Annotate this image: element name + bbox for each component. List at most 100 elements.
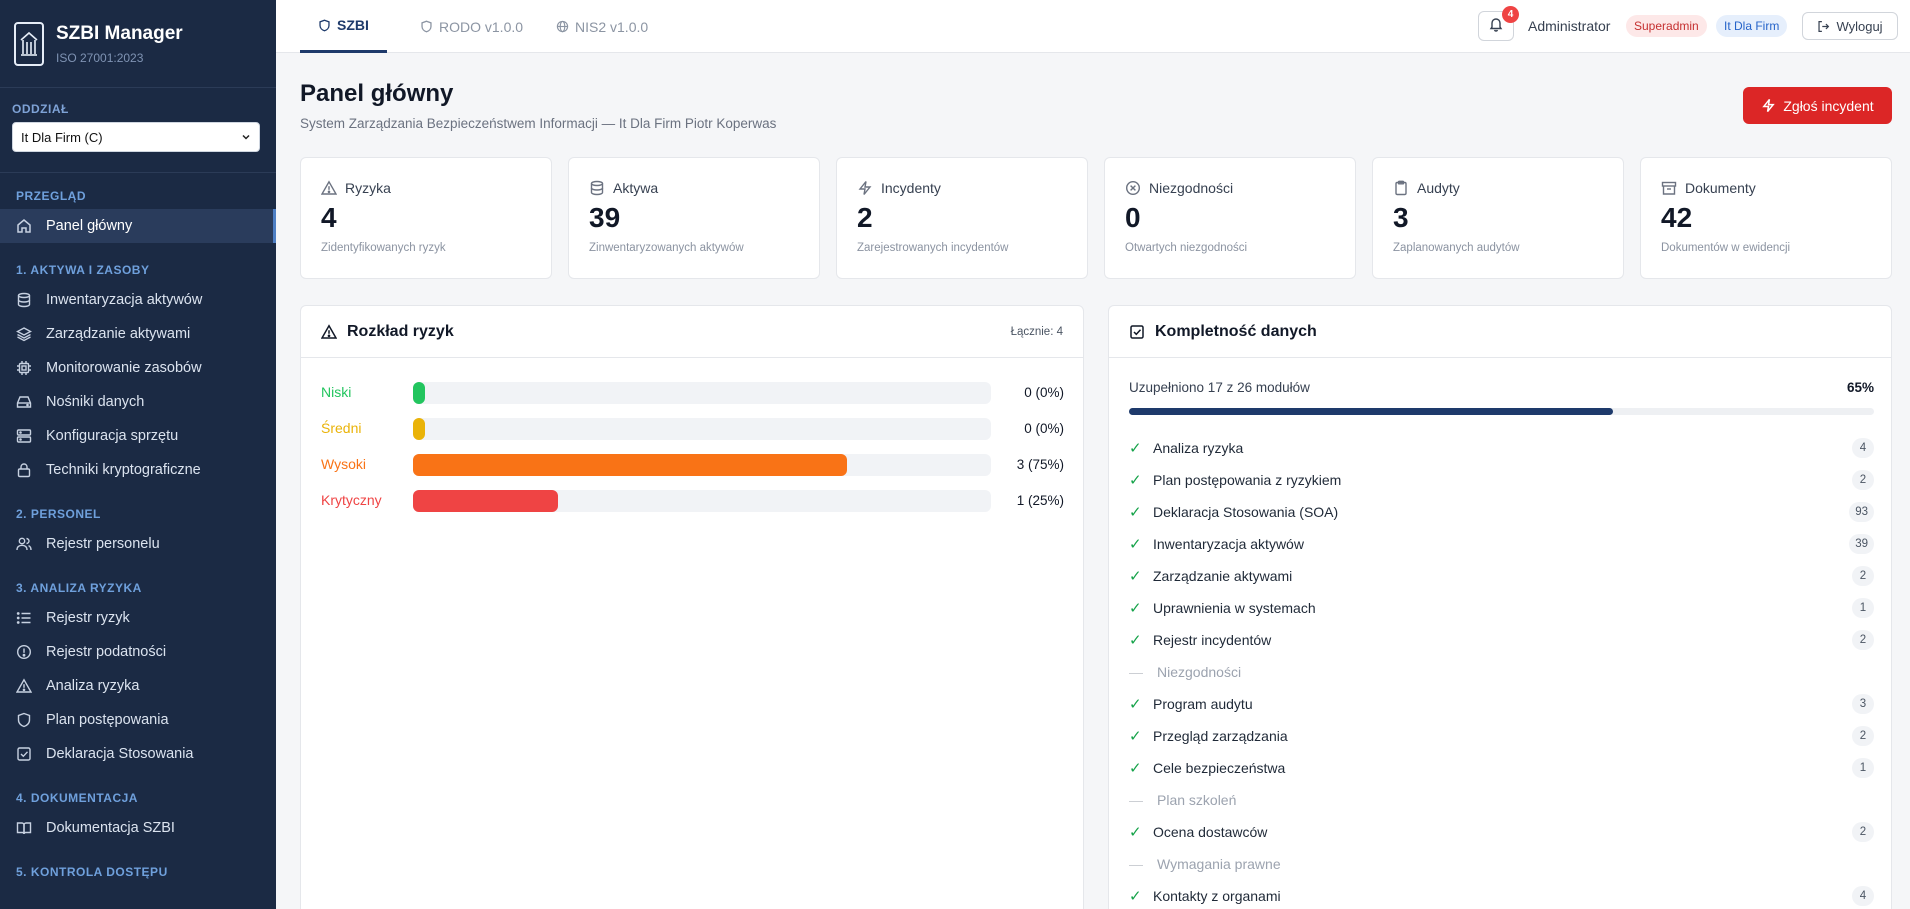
sidebar-item-cryptography[interactable]: Techniki kryptograficzne <box>0 453 276 487</box>
dash-icon: — <box>1129 856 1143 872</box>
completeness-item[interactable]: — Plan szkoleń <box>1129 788 1874 812</box>
completeness-item[interactable]: ✓ Ocena dostawców 2 <box>1129 820 1874 844</box>
hard-drive-icon <box>16 394 32 410</box>
completeness-percent: 65% <box>1846 380 1874 395</box>
report-incident-button[interactable]: Zgłoś incydent <box>1743 87 1892 124</box>
branch-picker: ODDZIAŁ It Dla Firm (C) <box>0 88 276 152</box>
panel-title: Kompletność danych <box>1155 322 1317 340</box>
dash-icon: — <box>1129 792 1143 808</box>
completeness-item-count: 93 <box>1849 502 1874 522</box>
sidebar-item-resource-monitoring[interactable]: Monitorowanie zasobów <box>0 351 276 385</box>
completeness-item[interactable]: ✓ Analiza ryzyka 4 <box>1129 436 1874 460</box>
completeness-item[interactable]: ✓ Uprawnienia w systemach 1 <box>1129 596 1874 620</box>
sidebar-item-risk-analysis[interactable]: Analiza ryzyka <box>0 669 276 703</box>
stat-description: Dokumentów w ewidencji <box>1661 242 1791 254</box>
completeness-summary-row: Uzupełniono 17 z 26 modułów 65% <box>1129 380 1874 395</box>
stat-card-incidents[interactable]: Incydenty 2 Zarejestrowanych incydentów <box>836 157 1088 279</box>
completeness-item[interactable]: ✓ Plan postępowania z ryzykiem 2 <box>1129 468 1874 492</box>
sidebar-item-label: Analiza ryzyka <box>46 678 140 694</box>
completeness-item[interactable]: ✓ Przegląd zarządzania 2 <box>1129 724 1874 748</box>
risk-row: Średni 0 (0%) <box>321 416 1064 440</box>
stat-value: 3 <box>1393 202 1409 233</box>
stat-card-audits[interactable]: Audyty 3 Zaplanowanych audytów <box>1372 157 1624 279</box>
completeness-item[interactable]: ✓ Deklaracja Stosowania (SOA) 93 <box>1129 500 1874 524</box>
completeness-item-label: Inwentaryzacja aktywów <box>1153 536 1304 552</box>
completeness-progress-track <box>1129 408 1874 415</box>
logout-button[interactable]: Wyloguj <box>1802 12 1898 40</box>
completeness-item[interactable]: ✓ Cele bezpieczeństwa 1 <box>1129 756 1874 780</box>
tab-szbi[interactable]: SZBI <box>300 0 387 53</box>
stat-card-assets[interactable]: Aktywa 39 Zinwentaryzowanych aktywów <box>568 157 820 279</box>
check-icon: ✓ <box>1129 440 1142 457</box>
tab-nis2[interactable]: NIS2 v1.0.0 <box>546 0 658 53</box>
risk-bar-track <box>413 418 991 440</box>
sidebar-item-treatment-plan[interactable]: Plan postępowania <box>0 703 276 737</box>
check-icon: ✓ <box>1129 696 1142 713</box>
risk-bar-fill <box>413 418 425 440</box>
notification-count-badge: 4 <box>1502 6 1519 23</box>
sidebar-item-vulnerability-register[interactable]: Rejestr podatności <box>0 635 276 669</box>
stat-card-nonconformities[interactable]: Niezgodności 0 Otwartych niezgodności <box>1104 157 1356 279</box>
completeness-item[interactable]: ✓ Program audytu 3 <box>1129 692 1874 716</box>
sidebar-item-dashboard[interactable]: Panel główny <box>0 209 276 243</box>
tab-label: NIS2 v1.0.0 <box>575 18 649 35</box>
check-icon: ✓ <box>1129 760 1142 777</box>
completeness-item-label: Wymagania prawne <box>1157 856 1281 872</box>
sidebar-item-label: Zarządzanie aktywami <box>46 326 191 342</box>
sidebar-item-hardware-config[interactable]: Konfiguracja sprzętu <box>0 419 276 453</box>
warning-triangle-icon <box>321 180 337 196</box>
stat-card-documents[interactable]: Dokumenty 42 Dokumentów w ewidencji <box>1640 157 1892 279</box>
completeness-item-count: 2 <box>1852 566 1874 586</box>
tab-rodo[interactable]: RODO v1.0.0 <box>410 0 533 53</box>
panel-header: Kompletność danych <box>1109 306 1891 358</box>
user-name: Administrator <box>1528 18 1611 34</box>
stat-label: Audyty <box>1417 180 1460 196</box>
check-icon: ✓ <box>1129 632 1142 649</box>
branch-selected-value: It Dla Firm (C) <box>21 129 103 145</box>
completeness-item[interactable]: ✓ Zarządzanie aktywami 2 <box>1129 564 1874 588</box>
shield-icon <box>420 20 433 33</box>
zap-icon <box>857 180 873 196</box>
alert-circle-icon <box>16 644 32 660</box>
risk-level-value: 0 (0%) <box>1024 384 1064 400</box>
risk-row: Niski 0 (0%) <box>321 380 1064 404</box>
stat-description: Zidentyfikowanych ryzyk <box>321 242 446 254</box>
logout-label: Wyloguj <box>1836 18 1883 34</box>
completeness-item-label: Zarządzanie aktywami <box>1153 568 1293 584</box>
completeness-item[interactable]: — Wymagania prawne <box>1129 852 1874 876</box>
risk-level-label: Wysoki <box>321 456 366 472</box>
sidebar-item-szbi-documentation[interactable]: Dokumentacja SZBI <box>0 811 276 845</box>
stat-value: 39 <box>589 202 621 233</box>
book-icon <box>16 820 32 836</box>
archive-icon <box>1661 180 1677 196</box>
completeness-item[interactable]: ✓ Inwentaryzacja aktywów 39 <box>1129 532 1874 556</box>
top-bar: SZBI RODO v1.0.0 NIS2 v1.0.0 4 Administr… <box>276 0 1910 53</box>
logout-icon <box>1817 20 1830 33</box>
stat-label: Niezgodności <box>1149 180 1234 196</box>
shield-icon <box>318 19 331 32</box>
completeness-item-count: 2 <box>1852 726 1874 746</box>
sidebar-item-risk-register[interactable]: Rejestr ryzyk <box>0 601 276 635</box>
sidebar-item-personnel-register[interactable]: Rejestr personelu <box>0 527 276 561</box>
chevron-down-icon <box>241 130 251 145</box>
sidebar-item-data-media[interactable]: Nośniki danych <box>0 385 276 419</box>
branch-select[interactable]: It Dla Firm (C) <box>12 122 260 152</box>
page-subtitle: System Zarządzania Bezpieczeństwem Infor… <box>300 116 777 131</box>
stat-card-risks[interactable]: Ryzyka 4 Zidentyfikowanych ryzyk <box>300 157 552 279</box>
brand[interactable]: SZBI Manager ISO 27001:2023 <box>0 0 276 88</box>
notifications-button[interactable]: 4 <box>1478 6 1519 41</box>
completeness-item[interactable]: ✓ Kontakty z organami 4 <box>1129 884 1874 908</box>
check-icon: ✓ <box>1129 728 1142 745</box>
cpu-icon <box>16 360 32 376</box>
sidebar-item-statement-of-applicability[interactable]: Deklaracja Stosowania <box>0 737 276 771</box>
completeness-item[interactable]: ✓ Rejestr incydentów 2 <box>1129 628 1874 652</box>
completeness-item[interactable]: — Niezgodności <box>1129 660 1874 684</box>
dash-icon: — <box>1129 664 1143 680</box>
sidebar-item-asset-management[interactable]: Zarządzanie aktywami <box>0 317 276 351</box>
sidebar-item-label: Plan postępowania <box>46 712 169 728</box>
institution-logo-icon <box>14 21 44 66</box>
sidebar-item-asset-inventory[interactable]: Inwentaryzacja aktywów <box>0 283 276 317</box>
completeness-item-label: Plan szkoleń <box>1157 792 1237 808</box>
completeness-item-label: Deklaracja Stosowania (SOA) <box>1153 504 1339 520</box>
sidebar-nav: PRZEGLĄD Panel główny 1. AKTYWA I ZASOBY… <box>0 172 276 879</box>
